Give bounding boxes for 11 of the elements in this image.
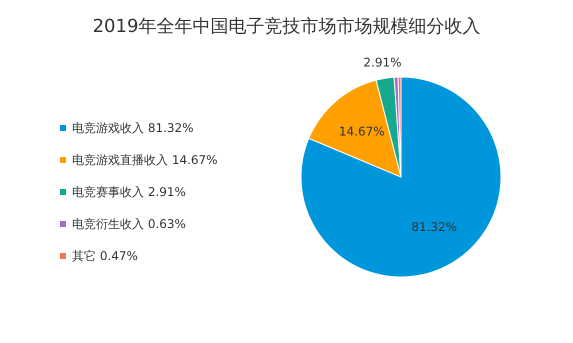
chart-title: 2019年全年中国电子竞技市场市场规模细分收入 bbox=[92, 15, 482, 38]
pie-slice bbox=[308, 80, 402, 178]
legend-label: 电竞衍生收入 0.63% bbox=[72, 216, 186, 232]
data-label: 2.91% bbox=[363, 55, 402, 70]
legend-label: 电竞游戏收入 81.32% bbox=[72, 120, 194, 136]
data-label: 81.32% bbox=[411, 220, 458, 234]
legend-label: 其它 0.47% bbox=[72, 248, 138, 264]
pie-slice bbox=[300, 76, 502, 278]
data-label: 14.67% bbox=[338, 124, 385, 139]
legend-label: 电竞游戏直播收入 14.67% bbox=[72, 152, 218, 168]
legend-label: 电竞赛事收入 2.91% bbox=[72, 184, 186, 200]
